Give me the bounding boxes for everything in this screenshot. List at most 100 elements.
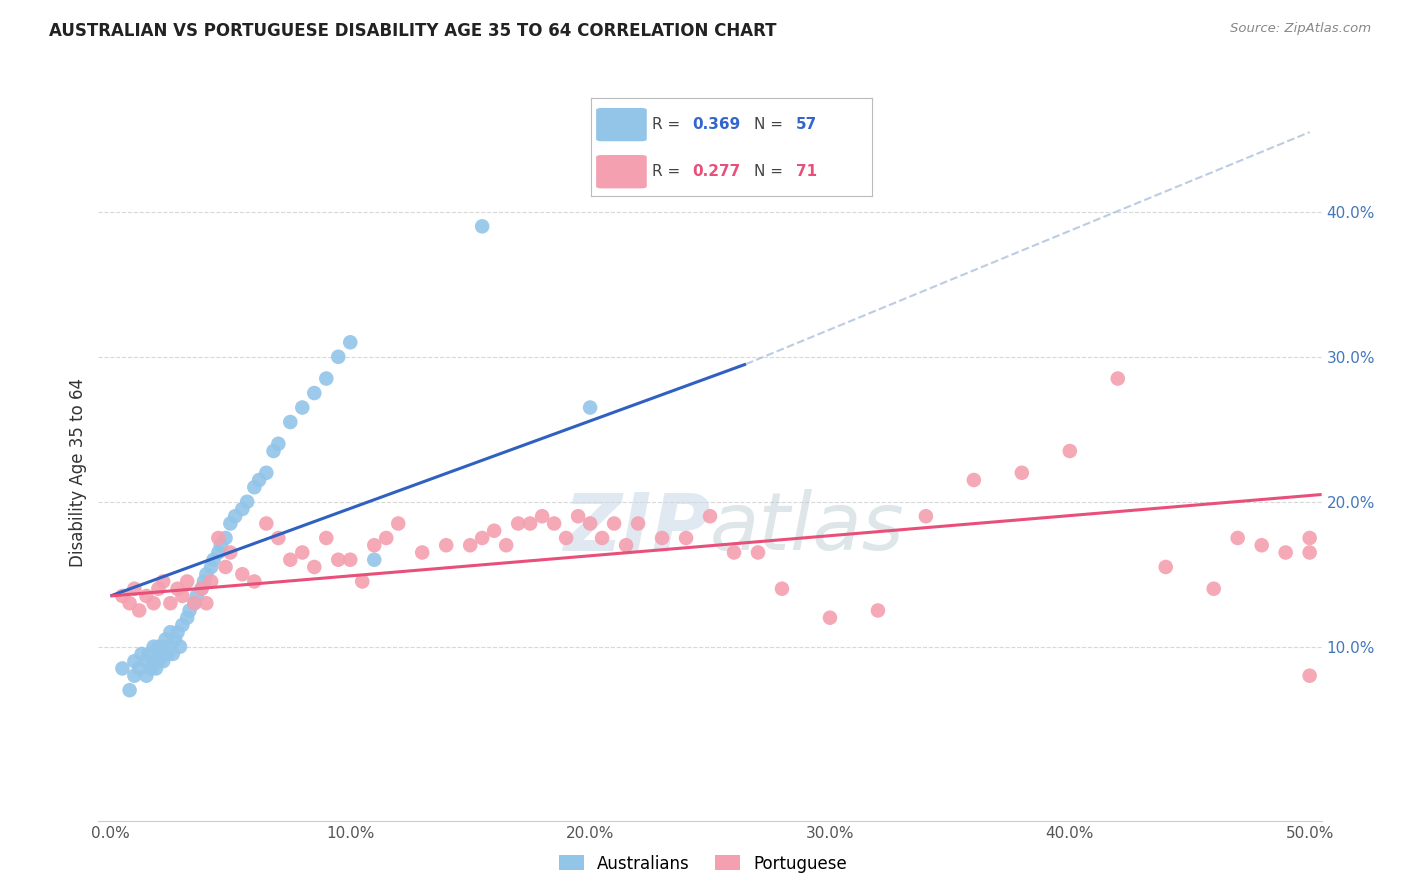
Point <box>128 603 150 617</box>
Point <box>159 625 181 640</box>
Point <box>183 596 205 610</box>
Point <box>352 574 374 589</box>
Point <box>190 582 212 596</box>
Point <box>458 538 481 552</box>
Point <box>603 516 626 531</box>
Point <box>699 509 721 524</box>
Point <box>148 582 170 596</box>
Point <box>111 661 134 675</box>
Point <box>214 560 236 574</box>
Point <box>202 552 225 567</box>
Point <box>328 552 350 567</box>
Point <box>315 531 337 545</box>
Point <box>176 611 198 625</box>
Point <box>267 437 290 451</box>
Point <box>1226 531 1249 545</box>
Point <box>471 219 494 234</box>
FancyBboxPatch shape <box>596 108 647 141</box>
Point <box>1298 531 1320 545</box>
Point <box>1011 466 1033 480</box>
Point <box>375 531 398 545</box>
Point <box>145 661 167 675</box>
Text: 57: 57 <box>796 117 817 132</box>
Point <box>152 574 174 589</box>
Point <box>231 567 253 582</box>
Point <box>200 560 222 574</box>
Point <box>155 632 177 647</box>
Point <box>124 582 146 596</box>
Point <box>200 574 222 589</box>
Text: N =: N = <box>754 117 787 132</box>
Point <box>1202 582 1225 596</box>
Point <box>172 618 194 632</box>
Point <box>567 509 589 524</box>
Point <box>339 552 361 567</box>
Point <box>1107 371 1129 385</box>
Point <box>118 683 141 698</box>
Point <box>172 589 194 603</box>
Point <box>555 531 578 545</box>
Legend: Australians, Portuguese: Australians, Portuguese <box>553 848 853 880</box>
Point <box>149 647 172 661</box>
Point <box>152 640 174 654</box>
Point <box>747 545 769 559</box>
Point <box>219 516 242 531</box>
Point <box>159 640 181 654</box>
Point <box>915 509 938 524</box>
Point <box>579 516 602 531</box>
Point <box>124 669 146 683</box>
Point <box>148 640 170 654</box>
Point <box>142 596 165 610</box>
Point <box>111 589 134 603</box>
Point <box>186 589 208 603</box>
Point <box>363 538 385 552</box>
Point <box>471 531 494 545</box>
Point <box>165 632 187 647</box>
Point <box>723 545 745 559</box>
Point <box>166 582 188 596</box>
Point <box>195 567 218 582</box>
Point <box>166 625 188 640</box>
Point <box>254 516 277 531</box>
Point <box>124 654 146 668</box>
Point <box>387 516 409 531</box>
Point <box>263 444 285 458</box>
Point <box>411 545 433 559</box>
Point <box>278 552 301 567</box>
Point <box>482 524 505 538</box>
Point <box>1298 545 1320 559</box>
Point <box>152 654 174 668</box>
Text: R =: R = <box>652 164 686 179</box>
Point <box>219 545 242 559</box>
Point <box>214 531 236 545</box>
Text: R =: R = <box>652 117 686 132</box>
Point <box>183 596 205 610</box>
Point <box>866 603 889 617</box>
Point <box>495 538 517 552</box>
Point <box>254 466 277 480</box>
Point <box>651 531 673 545</box>
Text: 0.277: 0.277 <box>692 164 740 179</box>
Point <box>1298 669 1320 683</box>
Point <box>579 401 602 415</box>
Point <box>176 574 198 589</box>
Point <box>169 640 191 654</box>
Point <box>243 574 266 589</box>
Point <box>135 589 157 603</box>
Point <box>141 661 163 675</box>
Point <box>243 480 266 494</box>
Point <box>142 640 165 654</box>
Point <box>543 516 565 531</box>
Text: 71: 71 <box>796 164 817 179</box>
Point <box>231 502 253 516</box>
Text: 0.369: 0.369 <box>692 117 740 132</box>
Point <box>135 669 157 683</box>
Point <box>818 611 841 625</box>
Point <box>138 647 160 661</box>
Point <box>159 596 181 610</box>
Point <box>207 545 229 559</box>
Point <box>614 538 637 552</box>
Point <box>179 603 201 617</box>
Point <box>339 335 361 350</box>
Point <box>591 531 613 545</box>
